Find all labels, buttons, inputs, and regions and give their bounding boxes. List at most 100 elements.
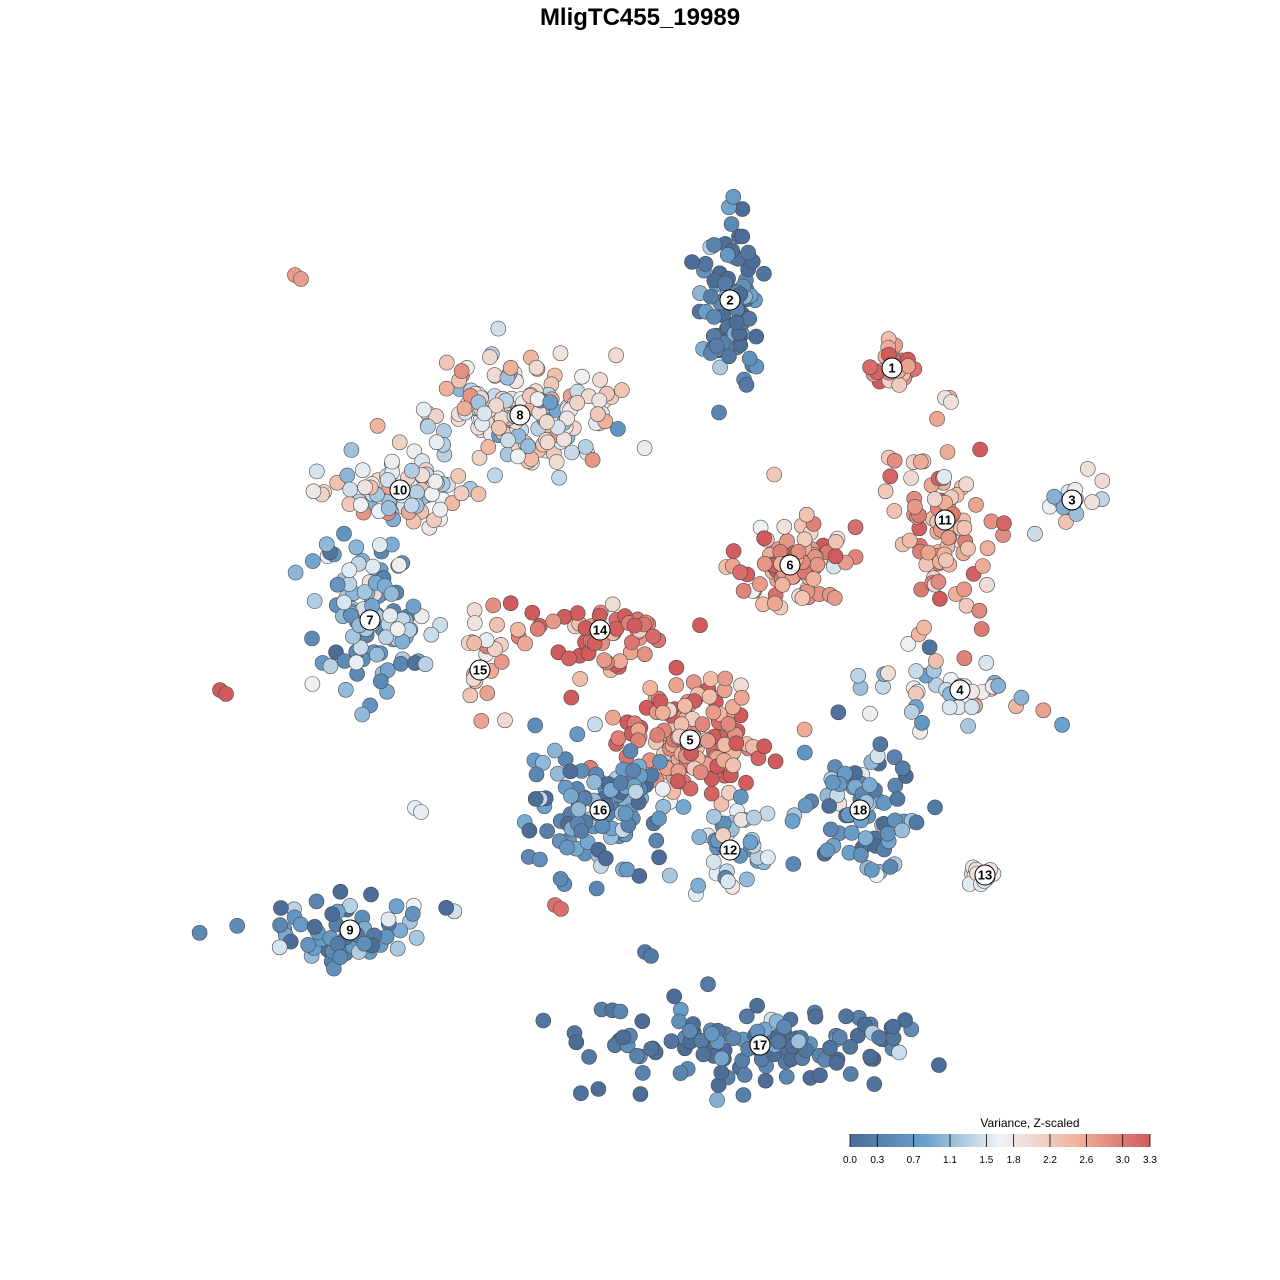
data-point [990,677,1007,694]
data-point [287,564,304,581]
cluster-label-marker [589,619,611,641]
data-point [900,636,917,652]
data-point [427,473,444,490]
data-point [936,469,953,485]
legend-colorbar [850,1134,1150,1147]
data-point [908,685,924,702]
data-point [692,617,708,634]
data-point [666,988,683,1005]
data-point [914,714,930,731]
data-point [894,822,910,839]
data-point [767,753,784,770]
data-point [796,744,813,761]
data-point [809,556,826,573]
data-point [479,685,496,701]
data-point [709,1092,725,1108]
data-point [453,485,470,502]
cluster-label-text: 13 [978,868,992,883]
data-point [842,1039,859,1055]
data-point [612,653,628,670]
data-point [943,394,959,410]
data-point [432,501,449,518]
cluster-label-1: 1 [881,357,903,379]
data-point [610,421,626,437]
data-point [273,900,289,916]
data-point [805,571,822,587]
cluster-label-13: 13 [974,864,996,886]
data-point [393,655,409,672]
data-point [329,576,346,593]
data-point [746,809,762,826]
data-point [363,886,379,903]
data-point [629,1048,645,1064]
data-point [885,1018,901,1035]
data-point [553,901,569,917]
data-point [568,1034,585,1051]
data-point [577,439,594,455]
data-point [453,363,470,379]
data-point [1054,716,1070,733]
data-point [701,688,718,705]
data-point [710,1077,727,1093]
data-point [561,650,577,667]
data-point [527,791,544,807]
data-point [547,742,563,759]
data-point [767,595,783,612]
data-point [403,497,420,514]
cluster-label-4: 4 [949,679,971,701]
data-point [643,948,659,964]
data-point [894,760,911,777]
data-point [590,1081,607,1097]
data-point [489,616,505,633]
data-point [1084,494,1100,510]
cluster-label-marker [719,289,741,311]
data-point [756,738,773,755]
data-point [963,699,980,715]
data-point [348,539,365,556]
data-point [797,797,814,814]
data-point [712,359,728,376]
cluster-label-marker [339,919,361,941]
data-point [887,777,904,794]
data-point [891,1044,907,1061]
cluster-label-text: 17 [753,1038,767,1053]
cluster-label-text: 10 [393,483,407,498]
data-point [684,254,700,270]
data-point [218,686,234,702]
cluster-label-16: 16 [589,799,611,821]
data-point [872,736,889,753]
data-point [723,216,740,232]
data-point [336,525,352,542]
data-point [336,594,352,611]
data-point [956,581,973,598]
data-point [661,867,678,884]
data-point [378,629,394,646]
data-point [630,732,647,749]
data-point [622,743,639,759]
data-point [562,763,579,780]
data-point [380,911,397,928]
cluster-label-text: 8 [516,408,523,423]
cluster-label-text: 7 [366,613,373,628]
data-point [843,825,860,841]
data-point [812,1067,828,1083]
cluster-label-marker [469,659,491,681]
data-point [702,671,719,687]
data-point [871,1029,887,1046]
data-point [956,650,973,667]
data-point [332,949,349,966]
data-point [850,667,867,684]
data-point [668,659,685,676]
data-point [523,451,539,467]
data-point [627,783,644,800]
data-point [908,663,925,679]
data-point [634,1065,651,1081]
data-point [308,893,325,910]
data-point [695,1046,712,1063]
data-point [958,476,975,493]
data-point [828,1055,845,1071]
data-point [612,1003,629,1020]
cluster-label-text: 4 [956,683,964,698]
data-point [520,438,536,455]
